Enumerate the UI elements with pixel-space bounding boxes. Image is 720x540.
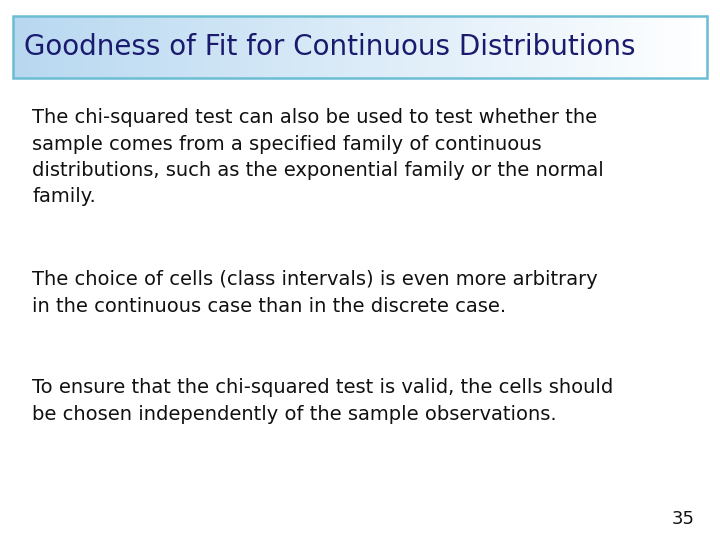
Text: Goodness of Fit for Continuous Distributions: Goodness of Fit for Continuous Distribut… — [24, 33, 635, 61]
Bar — [325, 16, 334, 78]
Bar — [690, 16, 698, 78]
Bar — [603, 16, 611, 78]
Bar — [82, 16, 91, 78]
Bar — [256, 16, 264, 78]
Bar — [195, 16, 204, 78]
Bar — [386, 16, 395, 78]
Bar — [369, 16, 377, 78]
Bar — [48, 16, 56, 78]
Bar — [126, 16, 135, 78]
Bar — [109, 16, 117, 78]
Bar — [308, 16, 317, 78]
Bar — [204, 16, 212, 78]
Bar — [22, 16, 30, 78]
Bar — [264, 16, 274, 78]
Bar — [446, 16, 456, 78]
Bar — [13, 16, 22, 78]
Bar — [300, 16, 308, 78]
Bar — [377, 16, 386, 78]
Bar — [490, 16, 499, 78]
Bar — [611, 16, 621, 78]
Bar — [672, 16, 681, 78]
Bar — [464, 16, 473, 78]
Bar — [13, 16, 707, 78]
Bar — [212, 16, 221, 78]
Bar — [334, 16, 343, 78]
Bar — [681, 16, 690, 78]
Bar — [30, 16, 39, 78]
Bar — [186, 16, 195, 78]
Bar — [508, 16, 516, 78]
Bar — [221, 16, 230, 78]
Bar — [577, 16, 585, 78]
Bar — [698, 16, 707, 78]
Bar — [343, 16, 351, 78]
Bar — [274, 16, 282, 78]
Bar — [73, 16, 82, 78]
Bar — [551, 16, 559, 78]
Bar — [638, 16, 647, 78]
Bar — [456, 16, 464, 78]
Bar — [99, 16, 109, 78]
Bar — [585, 16, 594, 78]
Bar — [542, 16, 551, 78]
Bar — [351, 16, 360, 78]
Bar — [534, 16, 542, 78]
Bar — [395, 16, 403, 78]
Text: To ensure that the chi-squared test is valid, the cells should
be chosen indepen: To ensure that the chi-squared test is v… — [32, 378, 613, 423]
Bar — [525, 16, 534, 78]
Bar — [438, 16, 446, 78]
Bar — [482, 16, 490, 78]
Bar — [169, 16, 178, 78]
Bar — [568, 16, 577, 78]
Bar — [39, 16, 48, 78]
Bar — [647, 16, 655, 78]
Bar — [230, 16, 238, 78]
Bar — [420, 16, 429, 78]
Bar — [655, 16, 664, 78]
Bar — [629, 16, 638, 78]
Bar — [412, 16, 420, 78]
Bar — [429, 16, 438, 78]
Bar — [594, 16, 603, 78]
Bar — [65, 16, 73, 78]
Bar — [247, 16, 256, 78]
Text: The choice of cells (class intervals) is even more arbitrary
in the continuous c: The choice of cells (class intervals) is… — [32, 270, 598, 315]
Bar — [152, 16, 161, 78]
Bar — [403, 16, 412, 78]
Bar — [56, 16, 65, 78]
Text: The chi-squared test can also be used to test whether the
sample comes from a sp: The chi-squared test can also be used to… — [32, 108, 604, 206]
Bar — [117, 16, 126, 78]
Text: 35: 35 — [672, 510, 695, 528]
Bar — [291, 16, 300, 78]
Bar — [559, 16, 568, 78]
Bar — [473, 16, 482, 78]
Bar — [91, 16, 99, 78]
Bar — [516, 16, 525, 78]
Bar — [161, 16, 169, 78]
Bar — [143, 16, 152, 78]
Bar — [317, 16, 325, 78]
Bar — [178, 16, 186, 78]
Bar — [499, 16, 508, 78]
Bar — [621, 16, 629, 78]
Bar — [282, 16, 291, 78]
Bar — [135, 16, 143, 78]
Bar — [664, 16, 672, 78]
Bar — [360, 16, 369, 78]
Bar — [238, 16, 247, 78]
